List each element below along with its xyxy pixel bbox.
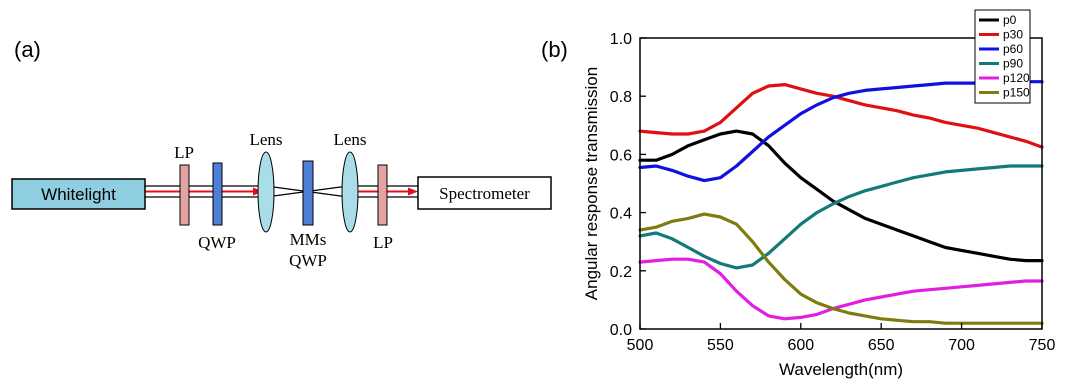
spectrometer-label: Spectrometer [439, 184, 530, 203]
y-tick-label: 0.8 [610, 89, 632, 106]
x-tick-label: 600 [787, 337, 814, 354]
series-line-p150 [638, 212, 1044, 325]
y-axis-title: Angular response transmission [582, 67, 601, 300]
x-tick-label: 550 [707, 337, 734, 354]
x-tick-label: 650 [868, 337, 895, 354]
legend-label-p150: p150 [1003, 86, 1030, 100]
whitelight-label: Whitelight [41, 185, 116, 204]
legend-box [974, 9, 1031, 104]
setup-diagram: (a) Whitelight Spectrometer LP QWP Lens [11, 37, 552, 270]
mms-label: MMs [290, 230, 327, 249]
lens-right-label: Lens [333, 130, 366, 149]
linear-polarizer-left [179, 164, 190, 226]
x-tick-label: 700 [948, 337, 975, 354]
chart-series-group [638, 80, 1044, 325]
plot-frame [639, 37, 1043, 330]
legend-label-p30: p30 [1003, 28, 1023, 42]
chart-panel: (b) 500 550 600 650 700 750 0.0 0.2 0.4 0.6 0.8 1.0… [541, 9, 1056, 379]
qwp-mid-label: QWP [289, 251, 327, 270]
series-line-p120 [638, 257, 1044, 321]
legend-label-p120: p120 [1003, 71, 1030, 85]
lens-left-label: Lens [249, 130, 282, 149]
panel-b-label: (b) [541, 37, 568, 62]
legend-label-p60: p60 [1003, 42, 1023, 56]
lens-left [257, 151, 275, 233]
panel-a-label: (a) [14, 37, 41, 62]
spectrometer-box [417, 176, 552, 210]
lens-right [341, 151, 359, 233]
quarter-wave-plate-left [212, 162, 223, 226]
y-tick-label: 0.0 [610, 322, 632, 339]
y-tick-label: 0.4 [610, 206, 632, 223]
beam-arrow-right [408, 187, 418, 196]
chart-axes: 500 550 600 650 700 750 0.0 0.2 0.4 0.6 0.8 1.0 [610, 31, 1056, 354]
x-tick-label: 500 [627, 337, 654, 354]
whitelight-source [11, 178, 146, 210]
x-tick-label: 750 [1029, 337, 1056, 354]
metamaterial-qwp-sample [302, 160, 314, 226]
linear-polarizer-right [377, 164, 388, 226]
lp-left-label: LP [174, 143, 194, 162]
series-line-p30 [638, 82, 1044, 149]
y-tick-label: 0.6 [610, 147, 632, 164]
y-tick-label: 1.0 [610, 31, 632, 48]
legend-label-p90: p90 [1003, 57, 1023, 71]
qwp-left-label: QWP [198, 233, 236, 252]
y-tick-label: 0.2 [610, 264, 632, 281]
x-axis-title: Wavelength(nm) [779, 360, 903, 379]
legend-label-p0: p0 [1003, 13, 1017, 27]
lp-right-label: LP [373, 233, 393, 252]
series-line-p0 [638, 129, 1044, 263]
series-line-p90 [638, 164, 1044, 270]
